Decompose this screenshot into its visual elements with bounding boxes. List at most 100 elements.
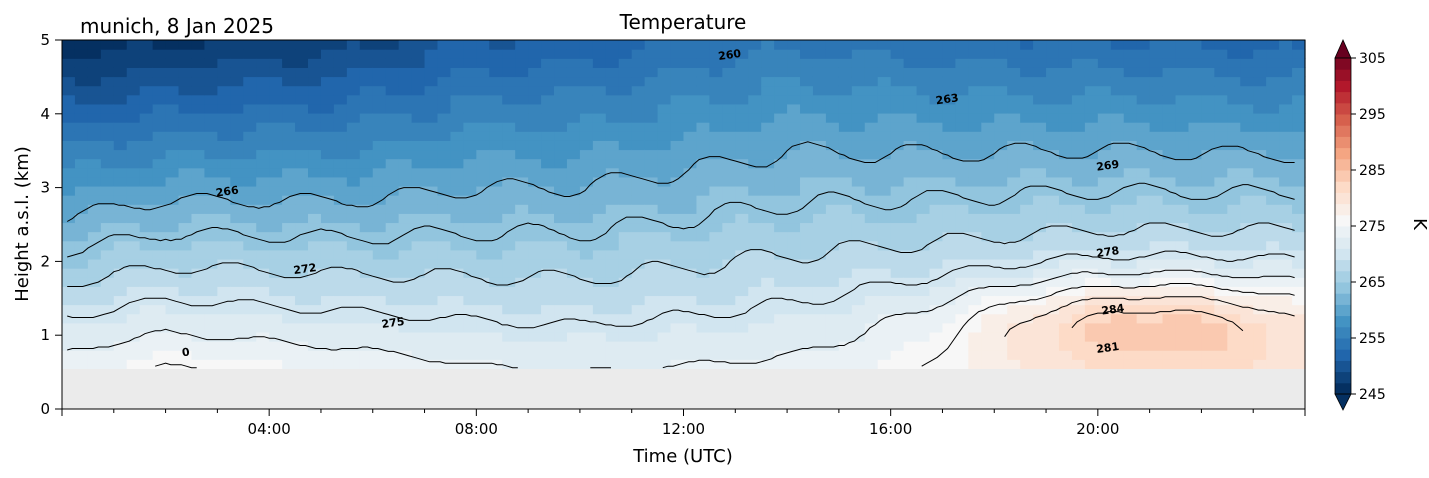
field-cell [955,359,969,370]
field-cell [1020,94,1034,105]
field-cell [113,213,128,224]
field-cell [929,313,944,324]
field-cell [308,67,322,78]
field-cell [566,258,581,269]
field-cell [178,213,193,224]
field-cell [955,331,969,342]
field-cell [1020,277,1034,287]
field-cell [320,258,335,269]
field-cell [1097,240,1112,251]
field-cell [463,195,477,205]
field-cell [566,158,581,169]
field-cell [411,304,426,315]
field-cell [1046,350,1060,360]
field-cell [1123,313,1138,324]
field-cell [372,112,387,123]
field-cell [308,231,322,242]
field-cell [463,76,477,87]
field-cell [256,240,270,251]
field-cell [295,122,309,132]
field-cell [1240,350,1254,360]
field-cell [903,350,918,360]
field-cell [1007,131,1021,141]
field-cell [618,131,633,141]
field-cell [696,67,710,78]
field-cell [74,258,89,269]
field-cell [554,40,568,50]
field-cell [1033,167,1047,178]
field-cell [774,76,788,87]
field-cell [696,304,710,315]
field-cell [126,331,141,342]
field-cell [812,158,827,169]
field-cell [1279,131,1293,141]
field-cell [1253,213,1267,224]
field-cell [385,359,400,370]
field-cell [1097,149,1112,160]
field-cell [256,185,270,196]
field-cell [605,158,620,169]
field-cell [502,49,516,59]
field-cell [1084,67,1099,78]
field-cell [631,313,646,324]
field-cell [126,167,141,178]
field-cell [800,112,814,123]
field-cell [308,331,322,342]
field-cell [1110,331,1125,342]
field-cell [631,185,646,196]
field-cell [476,313,490,324]
field-cell [696,185,710,196]
field-cell [929,222,944,233]
field-cell [1266,149,1280,160]
field-cell [320,277,335,287]
field-cell [1175,195,1190,205]
field-cell [152,58,167,68]
field-cell [1253,131,1267,141]
field-cell [489,167,503,178]
field-cell [450,122,464,132]
field-cell [139,176,154,187]
field-cell [748,176,762,187]
field-cell [916,58,931,68]
field-cell [787,204,801,214]
field-cell [372,286,387,297]
field-cell [916,359,931,370]
field-cell [1175,40,1190,50]
field-cell [1123,58,1138,68]
field-cell [812,103,827,114]
contour-line [67,250,1295,329]
field-cell [1201,158,1215,169]
field-cell [981,313,995,324]
field-cell [825,341,840,351]
field-cell [631,249,646,260]
field-cell [385,240,400,251]
field-cell [942,112,957,123]
field-cell [139,359,154,370]
field-cell [916,277,931,287]
field-cell [256,76,270,87]
colorbar-tick-label: 295 [1359,107,1386,123]
field-cell [489,103,503,114]
field-cell [605,204,620,214]
field-cell [515,149,529,160]
field-cell [696,213,710,224]
field-cell [1058,167,1073,178]
field-cell [644,40,659,50]
field-cell [398,94,413,105]
field-cell [709,94,723,105]
field-cell [1136,222,1151,233]
field-cell [346,258,361,269]
field-cell [800,240,814,251]
field-cell [1020,58,1034,68]
field-cell [541,195,555,205]
field-cell [152,149,167,160]
field-cell [657,49,672,59]
field-cell [1110,158,1125,169]
field-cell [1058,304,1073,315]
field-cell [696,313,710,324]
field-cell [489,49,503,59]
field-cell [800,331,814,342]
field-cell [515,76,529,87]
field-cell [74,76,89,87]
